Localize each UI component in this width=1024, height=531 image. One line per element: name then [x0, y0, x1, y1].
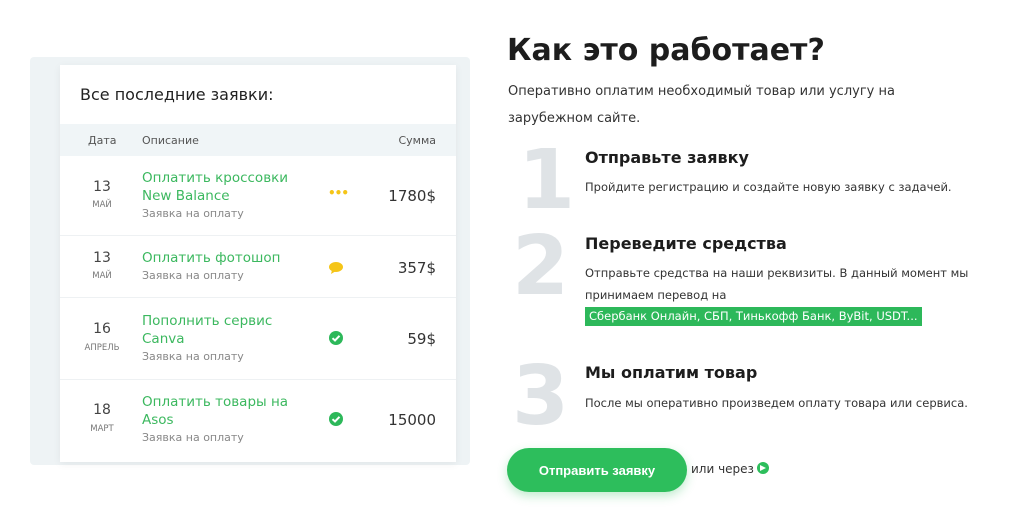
row-subtitle: Заявка на оплату — [142, 207, 244, 220]
step-title: Мы оплатим товар — [585, 363, 758, 382]
row-day: 18 — [93, 402, 111, 418]
table-header: Дата Описание Сумма — [60, 124, 456, 156]
row-amount: 15000 — [388, 411, 436, 429]
step-text: Пройдите регистрацию и создайте новую за… — [585, 180, 952, 194]
row-amount: 1780$ — [388, 187, 436, 205]
row-subtitle: Заявка на оплату — [142, 431, 244, 444]
step-number: 1 — [518, 133, 576, 228]
step-number: 3 — [512, 349, 570, 444]
step-text: После мы оперативно произведем оплату то… — [585, 396, 968, 410]
row-subtitle: Заявка на оплату — [142, 350, 244, 363]
header-date: Дата — [88, 134, 117, 147]
step-title: Отправьте заявку — [585, 148, 749, 167]
row-month: март — [90, 424, 114, 434]
header-amount: Сумма — [398, 134, 436, 147]
row-amount: 59$ — [407, 330, 436, 348]
row-month: май — [92, 200, 112, 210]
check-circle-icon — [329, 412, 343, 426]
row-title[interactable]: Оплатить фотошоп — [142, 250, 281, 266]
row-month: май — [92, 271, 112, 281]
step-title: Переведите средства — [585, 234, 787, 253]
table-row[interactable]: 13 май Оплатить фотошоп Заявка на оплату… — [60, 236, 456, 298]
check-circle-icon — [329, 331, 343, 345]
row-month: апрель — [84, 343, 120, 353]
payment-methods-highlight: Сбербанк Онлайн, СБП, Тинькофф Банк, ByB… — [585, 307, 922, 326]
step-number: 2 — [512, 219, 570, 314]
recent-requests-card: Все последние заявки: Дата Описание Сумм… — [60, 65, 456, 462]
row-day: 13 — [93, 179, 111, 195]
header-description: Описание — [142, 134, 199, 147]
page-title: Как это работает? — [507, 33, 825, 68]
row-title[interactable]: Пополнить сервис Canva — [142, 313, 273, 347]
via-telegram[interactable]: или через — [691, 462, 769, 476]
submit-request-button[interactable]: Отправить заявку — [507, 448, 687, 492]
step-text: Отправьте средства на наши реквизиты. В … — [585, 266, 969, 302]
row-subtitle: Заявка на оплату — [142, 269, 244, 282]
row-day: 16 — [93, 321, 111, 337]
via-label: или через — [691, 462, 754, 476]
row-day: 13 — [93, 250, 111, 266]
row-amount: 357$ — [397, 259, 436, 277]
chat-bubble-icon — [329, 262, 343, 274]
row-title[interactable]: Оплатить кроссовки New Balance — [142, 170, 289, 204]
table-row[interactable]: 16 апрель Пополнить сервис Canva Заявка … — [60, 298, 456, 380]
card-title: Все последние заявки: — [80, 85, 274, 104]
row-title[interactable]: Оплатить товары на Asos — [142, 394, 289, 428]
table-row[interactable]: 18 март Оплатить товары на Asos Заявка н… — [60, 380, 456, 462]
lead-text: Оперативно оплатим необходимый товар или… — [508, 84, 895, 126]
pending-dots-icon: ••• — [328, 186, 349, 200]
telegram-icon[interactable] — [756, 462, 769, 474]
table-row[interactable]: 13 май Оплатить кроссовки New Balance За… — [60, 156, 456, 236]
